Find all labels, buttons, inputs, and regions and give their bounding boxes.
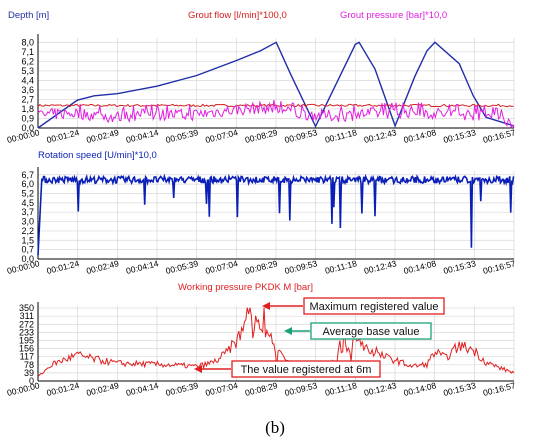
y-tick-label: 0,7 bbox=[21, 245, 34, 255]
legend-label: Grout flow [l/min]*100,0 bbox=[188, 10, 287, 21]
x-tick-label: 00:08:29 bbox=[244, 127, 279, 145]
x-tick-label: 00:04:14 bbox=[125, 127, 160, 145]
annotation-label: Average base value bbox=[322, 326, 419, 338]
x-tick-label: 00:08:29 bbox=[244, 258, 279, 276]
x-tick-label: 00:15:33 bbox=[442, 258, 477, 276]
x-tick-label: 00:16:57 bbox=[482, 127, 517, 145]
x-tick-label: 00:00:00 bbox=[6, 380, 41, 398]
series-line-grout-flow bbox=[37, 103, 514, 108]
series-line-working-pressure bbox=[37, 307, 515, 377]
y-tick-label: 0,0 bbox=[21, 123, 34, 133]
y-tick-label: 233 bbox=[19, 327, 34, 337]
y-tick-label: 0,9 bbox=[21, 113, 34, 123]
x-tick-label: 00:09:53 bbox=[284, 380, 319, 398]
y-tick-label: 311 bbox=[20, 311, 34, 321]
x-tick-label: 00:09:53 bbox=[284, 127, 319, 145]
y-tick-label: 195 bbox=[19, 335, 34, 345]
series-line-depth bbox=[37, 41, 515, 129]
x-tick-label: 00:11:18 bbox=[324, 258, 358, 276]
x-tick-label: 00:12:43 bbox=[363, 380, 398, 398]
figure-caption: (b) bbox=[265, 418, 285, 437]
y-tick-label: 6,2 bbox=[21, 56, 34, 66]
x-tick-label: 00:14:08 bbox=[403, 380, 438, 398]
annotation-label: The value registered at 6m bbox=[241, 364, 372, 376]
annotation-label: Maximum registered value bbox=[310, 301, 439, 313]
x-tick-label: 00:04:14 bbox=[125, 380, 160, 398]
y-tick-label: 0 bbox=[29, 376, 34, 386]
x-tick-label: 00:01:24 bbox=[46, 380, 81, 398]
annotation-box bbox=[303, 297, 445, 315]
y-tick-label: 117 bbox=[20, 352, 34, 362]
y-tick-label: 78 bbox=[24, 360, 34, 370]
y-tick-label: 3,0 bbox=[21, 217, 34, 227]
x-tick-label: 00:04:14 bbox=[125, 258, 160, 276]
y-tick-label: 2,2 bbox=[21, 226, 34, 236]
x-tick-label: 00:14:08 bbox=[403, 258, 438, 276]
y-tick-label: 6,0 bbox=[21, 179, 34, 189]
x-tick-label: 00:01:24 bbox=[46, 258, 81, 276]
series-line-grout-pressure bbox=[37, 99, 515, 129]
y-tick-label: 350 bbox=[19, 303, 34, 313]
y-tick-label: 4,5 bbox=[21, 198, 34, 208]
x-tick-label: 00:11:18 bbox=[324, 127, 358, 145]
x-tick-label: 00:16:57 bbox=[482, 380, 517, 398]
x-tick-label: 00:15:33 bbox=[442, 127, 477, 145]
annotation-box bbox=[310, 322, 432, 340]
annotation-arrow-head bbox=[284, 327, 292, 335]
x-tick-label: 00:02:49 bbox=[85, 380, 120, 398]
legend-label: Rotation speed [U/min]*10,0 bbox=[38, 150, 157, 161]
x-tick-label: 00:07:04 bbox=[204, 380, 239, 398]
y-tick-label: 39 bbox=[24, 368, 34, 378]
y-tick-label: 0,0 bbox=[21, 254, 34, 264]
legend-label: Working pressure PKDK M [bar] bbox=[178, 282, 313, 293]
y-tick-label: 5,2 bbox=[21, 188, 34, 198]
y-tick-label: 2,7 bbox=[21, 94, 34, 104]
y-tick-label: 8,0 bbox=[21, 37, 34, 47]
x-tick-label: 00:07:04 bbox=[204, 258, 239, 276]
y-tick-label: 4,4 bbox=[21, 75, 34, 85]
series-line-rotation-speed bbox=[37, 173, 515, 256]
x-tick-label: 00:09:53 bbox=[284, 258, 319, 276]
y-tick-label: 1,8 bbox=[21, 104, 34, 114]
x-tick-label: 00:01:24 bbox=[46, 127, 81, 145]
x-tick-label: 00:05:39 bbox=[165, 258, 200, 276]
x-tick-label: 00:14:08 bbox=[403, 127, 438, 145]
x-tick-label: 00:05:39 bbox=[165, 380, 200, 398]
y-tick-label: 7,1 bbox=[21, 47, 34, 57]
x-tick-label: 00:07:04 bbox=[204, 127, 239, 145]
x-tick-label: 00:15:33 bbox=[442, 380, 477, 398]
x-tick-label: 00:08:29 bbox=[244, 380, 279, 398]
y-tick-label: 3,7 bbox=[21, 207, 34, 217]
x-tick-label: 00:12:43 bbox=[363, 258, 398, 276]
x-tick-label: 00:11:18 bbox=[324, 380, 358, 398]
legend-label: Grout pressure [bar]*10,0 bbox=[340, 10, 447, 21]
y-tick-label: 6,7 bbox=[21, 170, 34, 180]
legend-label: Depth [m] bbox=[8, 10, 49, 21]
y-tick-label: 272 bbox=[19, 319, 34, 329]
x-tick-label: 00:12:43 bbox=[363, 127, 398, 145]
y-tick-label: 5,3 bbox=[21, 66, 34, 76]
annotation-box bbox=[231, 360, 381, 378]
y-tick-label: 1,5 bbox=[21, 235, 34, 245]
x-tick-label: 00:05:39 bbox=[165, 127, 200, 145]
y-tick-label: 156 bbox=[19, 344, 34, 354]
x-tick-label: 00:02:49 bbox=[85, 258, 120, 276]
x-tick-label: 00:02:49 bbox=[85, 127, 120, 145]
y-tick-label: 3,6 bbox=[21, 85, 34, 95]
annotation-arrow-head bbox=[194, 365, 202, 373]
annotation-arrow-head bbox=[262, 302, 270, 310]
x-tick-label: 00:16:57 bbox=[482, 258, 517, 276]
